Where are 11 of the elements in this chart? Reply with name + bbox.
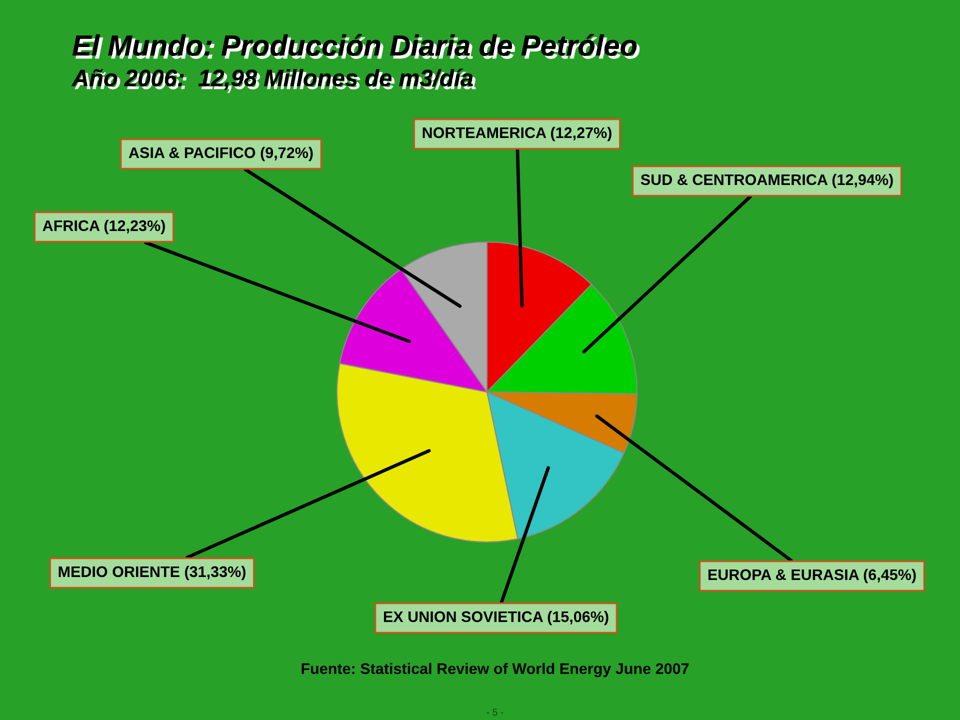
- chart-subtitle: Año 2006: 12,98 Millones de m3/día: [72, 68, 476, 93]
- slice-label: SUD & CENTROAMERICA (12,94%): [640, 174, 893, 188]
- slice-label: MEDIO ORIENTE (31,33%): [58, 566, 246, 580]
- slice-label: ASIA & PACIFICO (9,72%): [128, 146, 313, 162]
- slice-label: NORTEAMERICA (12,27%): [422, 126, 612, 142]
- slice-label: AFRICA (12,23%): [42, 220, 165, 234]
- slice-label: EX UNION SOVIETICA (15,06%): [384, 610, 608, 626]
- chart-title: El Mundo: Producción Diaria de Petróleo: [72, 34, 640, 59]
- source-note: Fuente: Statistical Review of World Energy June 2007: [302, 662, 689, 678]
- slice-label: EUROPA & EURASIA (6,45%): [708, 568, 916, 584]
- text: - 5 -: [486, 708, 504, 716]
